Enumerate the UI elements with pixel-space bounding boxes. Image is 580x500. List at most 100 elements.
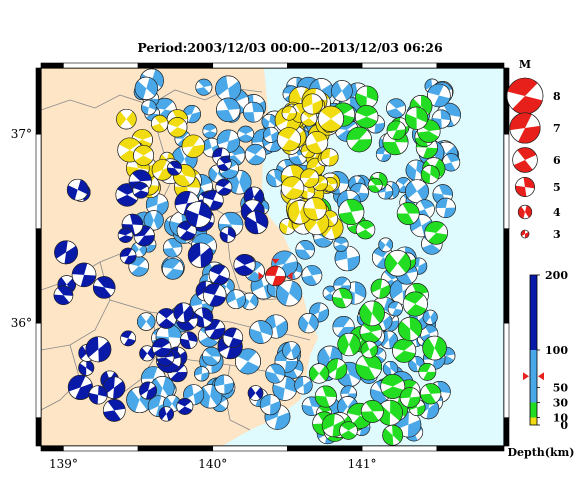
magnitude-legend-label: 8 [553,90,561,103]
earthquake-event [85,336,112,363]
earthquake-event [337,332,361,357]
frame-bar [35,228,42,324]
highlight-event-ball [265,265,286,287]
axis-labels: 139° 140° 141° 37° 36° [11,127,377,471]
earthquake-event [208,264,230,286]
earthquake-event [120,330,137,347]
earthquake-event [173,302,194,323]
earthquake-event [261,113,278,130]
earthquake-event [314,385,337,408]
earthquake-event [360,340,378,359]
earthquake-event [338,198,365,225]
earthquake-event [418,362,437,381]
earthquake-event [298,312,319,334]
earthquake-event [396,202,420,225]
frame-bar [361,445,438,452]
magnitude-legend: M 8 7 6 5 4 3 [506,58,561,241]
earthquake-event [219,226,236,243]
earthquake-event [133,144,155,166]
earthquake-event [54,240,78,265]
magnitude-legend-label: 5 [553,181,561,194]
earthquake-event [202,283,227,307]
earthquake-event [355,219,376,240]
earthquake-event [301,265,323,286]
earthquake-event [192,307,214,328]
earthquake-event [305,131,329,154]
earthquake-event [355,353,383,381]
frame-bar [137,445,214,452]
earthquake-event [152,338,172,358]
earthquake-event [167,160,182,176]
earthquake-event [139,381,158,400]
earthquake-event [137,312,156,331]
earthquake-event [216,97,241,123]
magnitude-legend-ball [512,147,538,173]
earthquake-event [414,199,435,220]
depth-band [530,350,537,403]
earthquake-event [420,383,442,405]
earthquake-event [320,148,339,167]
earthquake-event [88,385,108,405]
magnitude-legend-label: 7 [553,122,561,135]
frame-bar [503,417,510,447]
earthquake-event [380,374,406,399]
earthquake-event [202,346,222,366]
earthquake-event [259,394,281,416]
earthquake-event [162,238,183,258]
earthquake-event [150,114,169,133]
magnitude-legend-ball [515,177,535,197]
earthquake-event [387,301,403,317]
earthquake-event [424,221,448,245]
frame-bar [35,133,42,229]
earthquake-event [235,348,261,375]
earthquake-event [367,177,383,193]
highlight-event-markers [258,258,293,280]
frame-bar [503,228,510,324]
frame-bar [212,62,288,69]
earthquake-event [194,366,210,382]
earthquake-event [317,105,344,132]
earthquake-event [280,176,305,200]
depth-marker [523,372,544,381]
depth-tick-label: 10 [553,412,569,425]
lat-tick-label: 37° [11,127,32,141]
earthquake-event [71,262,97,288]
earthquake-event [134,76,158,100]
earthquake-event [150,376,175,401]
earthquake-event [276,127,302,152]
earthquake-event [202,189,224,211]
earthquake-event [294,376,313,395]
lon-tick-label: 141° [348,457,377,471]
earthquake-event [216,156,232,172]
earthquake-event [222,327,244,348]
earthquake-event [441,153,461,172]
earthquake-event [143,210,164,231]
earthquake-event [176,220,197,241]
earthquake-event [308,363,330,384]
map-area [41,68,504,446]
lon-tick-label: 140° [198,457,227,471]
earthquake-event [102,376,126,400]
earthquake-event [386,98,407,119]
frame-bar [35,417,42,447]
earthquake-event [281,105,297,121]
earthquake-event [244,210,269,235]
depth-tick-label: 50 [553,382,569,395]
depth-scale-title: Depth(km) [508,446,575,459]
earthquake-event [326,358,348,380]
frame-bar [63,62,139,69]
earthquake-event [145,193,169,216]
magnitude-legend-ball [506,77,544,115]
earthquake-event [427,83,451,108]
earthquake-event [215,178,233,196]
earthquake-event [195,78,213,96]
depth-tick-label: 100 [545,344,568,357]
earthquake-event [66,178,89,201]
earthquake-event [167,117,188,138]
earthquake-event [279,217,297,235]
frame-bar [287,62,363,69]
earthquake-event [117,227,134,243]
earthquake-event [214,374,235,395]
frame-bar [436,62,505,69]
